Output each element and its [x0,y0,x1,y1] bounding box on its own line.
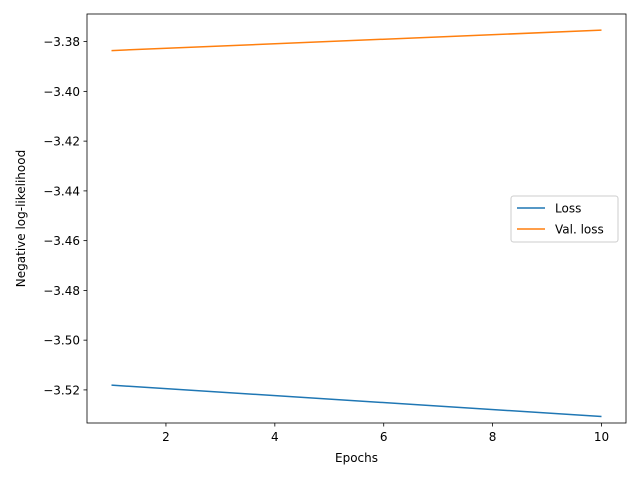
x-tick-label: 10 [594,430,609,444]
x-tick-label: 6 [380,430,388,444]
y-tick-label: −3.44 [43,184,80,198]
y-tick-label: −3.50 [43,334,80,348]
series-line-2 [111,29,602,52]
axes-layer: 2 4 6 8 10 −3.52 −3.50 −3.48 −3.46 −3.44 −3.42 −3.4… [43,13,627,444]
x-tick-label: 8 [489,430,497,444]
x-tick-label: 4 [271,430,279,444]
y-tick-label: −3.42 [43,135,80,149]
axes-frame [86,13,627,424]
series-layer [111,29,602,418]
y-tick-label: −3.38 [43,35,80,49]
legend-label-1: Loss [555,202,581,216]
legend-label-2: Val. loss [555,223,604,237]
y-tick-label: −3.40 [43,85,80,99]
x-axis-label: Epochs [335,451,378,465]
legend: Loss Val. loss [510,195,619,243]
y-tick-label: −3.46 [43,234,80,248]
x-tick-label: 2 [162,430,170,444]
series-line-1 [111,384,602,418]
y-tick-label: −3.52 [43,383,80,397]
y-axis-label: Negative log-likelihood [14,150,28,287]
y-tick-label: −3.48 [43,284,80,298]
